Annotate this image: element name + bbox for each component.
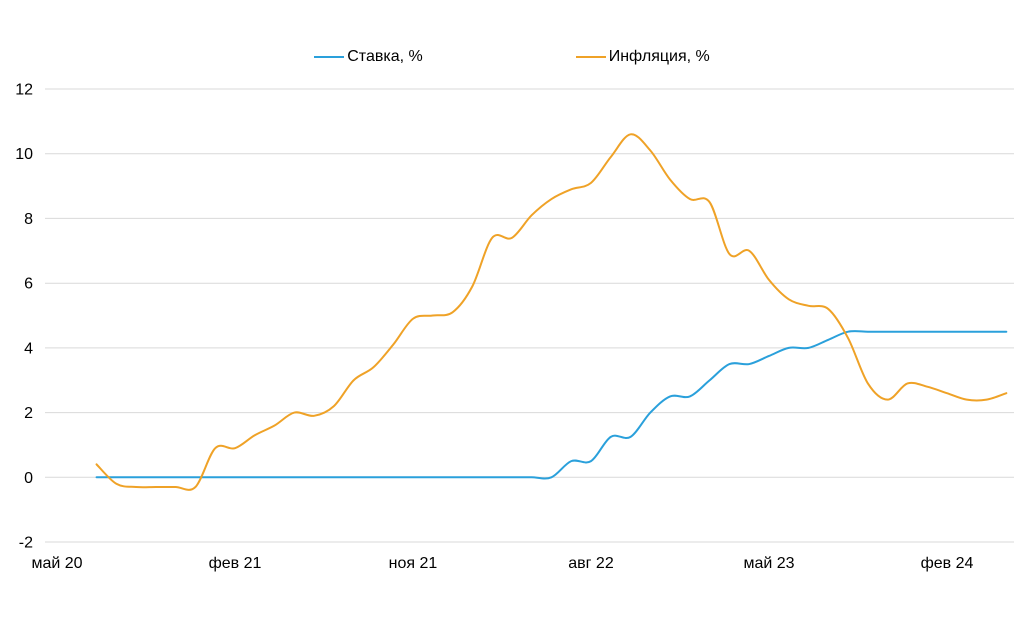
- y-axis-label: 2: [24, 405, 33, 422]
- inflation-line: [95, 133, 1008, 491]
- y-axis-label: 4: [24, 340, 33, 357]
- y-axis-label: 6: [24, 276, 33, 293]
- x-axis-label: май 23: [743, 555, 794, 572]
- y-axis-label: 8: [24, 211, 33, 228]
- y-axis-label: 10: [15, 146, 33, 163]
- x-axis-label: ноя 21: [389, 555, 438, 572]
- x-axis-label: авг 22: [568, 555, 614, 572]
- y-axis-label: 12: [15, 82, 33, 99]
- x-axis-label: фев 21: [209, 555, 262, 572]
- x-axis-label: фев 24: [921, 555, 974, 572]
- x-axis-label: май 20: [31, 555, 82, 572]
- y-axis-label: -2: [19, 535, 33, 552]
- rate-line: [95, 330, 1008, 480]
- y-axis-label: 0: [24, 470, 33, 487]
